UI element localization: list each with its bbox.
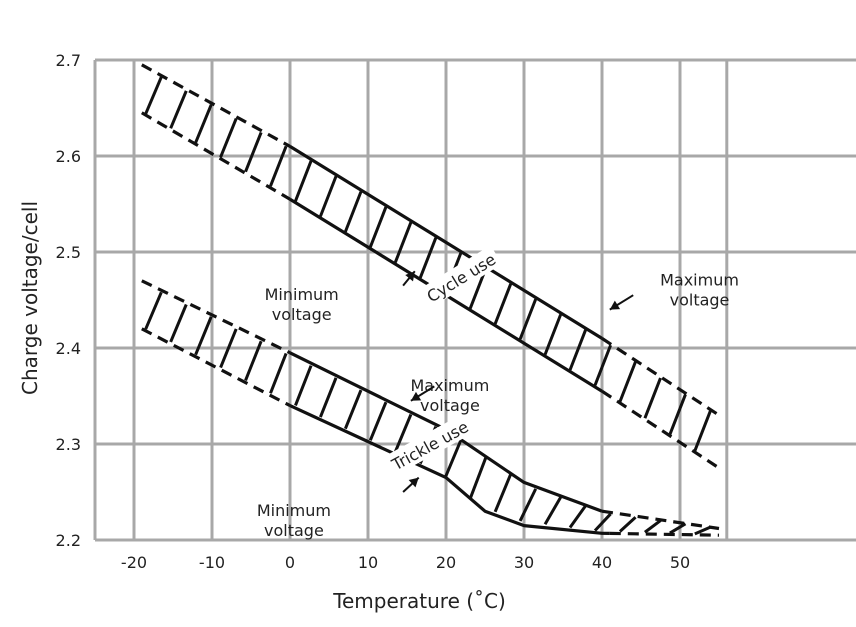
- y-tick-label: 2.7: [56, 51, 81, 70]
- band-hatch-mark: [343, 389, 363, 430]
- annotation-line: voltage: [272, 305, 332, 324]
- band-hatch-mark: [543, 496, 562, 525]
- band-hatch-mark: [319, 377, 338, 418]
- band-hatch-mark: [618, 361, 637, 403]
- band-hatch-mark: [144, 76, 163, 115]
- band-hatch-mark: [668, 393, 687, 436]
- x-tick-label: 20: [436, 553, 456, 572]
- annotation-arrowhead: [408, 477, 419, 488]
- band-hatch-mark: [418, 237, 438, 279]
- annotation-arrowhead: [410, 391, 422, 401]
- band-hatch-mark: [669, 522, 687, 535]
- y-tick-label: 2.6: [56, 147, 81, 166]
- x-tick-label: 50: [670, 553, 690, 572]
- band-hatch-mark: [144, 291, 163, 330]
- annotation-text: Maximum voltage: [660, 271, 739, 310]
- band-hatch-mark: [443, 439, 463, 479]
- band-hatch-mark: [393, 221, 413, 264]
- annotation-line: voltage: [420, 396, 480, 415]
- x-tick-label: 40: [592, 553, 612, 572]
- annotation-line: voltage: [670, 291, 730, 310]
- band-hatch-mark: [543, 313, 563, 356]
- y-tick-label: 2.2: [56, 531, 81, 550]
- band-hatch-mark: [593, 344, 612, 386]
- x-tick-label: 0: [285, 553, 295, 572]
- series-upper-solid-line: [289, 145, 603, 340]
- band-hatch-mark: [219, 328, 238, 369]
- annotation-line: Maximum: [410, 376, 489, 395]
- annotation-line: voltage: [264, 521, 324, 540]
- x-tick-label: 10: [358, 553, 378, 572]
- series-lower-dashed-line: [609, 531, 720, 537]
- annotation-text: Minimum voltage: [265, 285, 339, 324]
- band-hatch-mark: [518, 298, 538, 340]
- annotation-line: Maximum: [660, 271, 739, 290]
- series-upper-dashed-line: [141, 63, 291, 148]
- band-label: Cycle use: [424, 250, 500, 307]
- x-tick-label: -20: [121, 553, 147, 572]
- series-upper-dashed-line: [141, 279, 291, 355]
- band-hatch-mark: [643, 377, 662, 419]
- band-hatch-mark: [319, 175, 338, 217]
- annotation-line: Minimum: [265, 285, 339, 304]
- band-hatch-mark: [194, 316, 213, 356]
- x-tick-label: 30: [514, 553, 534, 572]
- x-tick-label: -10: [199, 553, 225, 572]
- band-hatch-mark: [269, 352, 288, 394]
- series-lower-dashed-line: [601, 389, 720, 470]
- band-label-background: [387, 414, 472, 475]
- band-hatch-mark: [568, 504, 587, 529]
- band-hatch-mark: [468, 457, 488, 500]
- band-hatch-mark: [693, 410, 712, 452]
- y-axis-title: Charge voltage/cell: [18, 201, 42, 395]
- x-axis-title: Temperature (˚C): [332, 589, 506, 613]
- band-hatch-mark: [343, 191, 363, 233]
- series-upper-dashed-line: [601, 337, 720, 417]
- band-label-background: [419, 245, 503, 309]
- series-upper-solid-line: [289, 351, 603, 513]
- band-hatch-mark: [194, 104, 213, 144]
- y-tick-label: 2.3: [56, 435, 81, 454]
- band-hatch-mark: [269, 145, 288, 187]
- band-hatch-mark: [393, 413, 413, 453]
- band-hatch-mark: [568, 329, 588, 371]
- annotation-arrowhead: [609, 300, 621, 310]
- band-hatch-mark: [294, 160, 313, 202]
- band-hatch-mark: [169, 90, 188, 129]
- y-tick-label: 2.4: [56, 339, 81, 358]
- y-tick-label: 2.5: [56, 243, 81, 262]
- band-hatch-mark: [169, 303, 188, 343]
- series-lower-dashed-line: [140, 111, 291, 201]
- band-hatch-mark: [694, 525, 712, 536]
- band-hatch-mark: [618, 516, 637, 533]
- annotation-arrowhead: [405, 271, 415, 282]
- band-hatch-mark: [368, 206, 388, 248]
- band-hatch-mark: [493, 473, 513, 513]
- annotation-text: Minimum voltage: [257, 501, 331, 540]
- band-hatch-mark: [643, 519, 662, 534]
- band-hatch-mark: [593, 512, 612, 532]
- series-upper-dashed-line: [601, 509, 720, 531]
- series-lower-solid-line: [289, 404, 610, 535]
- band-hatch-mark: [368, 401, 388, 441]
- band-hatch-mark: [294, 365, 313, 406]
- annotation-line: Minimum: [257, 501, 331, 520]
- band-hatch-mark: [219, 118, 238, 158]
- band-hatch-mark: [244, 131, 263, 173]
- annotation-text: Maximum voltage: [410, 376, 489, 415]
- band-hatch-mark: [244, 340, 263, 381]
- band-hatch-mark: [518, 488, 538, 522]
- band-hatch-mark: [493, 283, 513, 325]
- series-lower-dashed-line: [141, 327, 291, 408]
